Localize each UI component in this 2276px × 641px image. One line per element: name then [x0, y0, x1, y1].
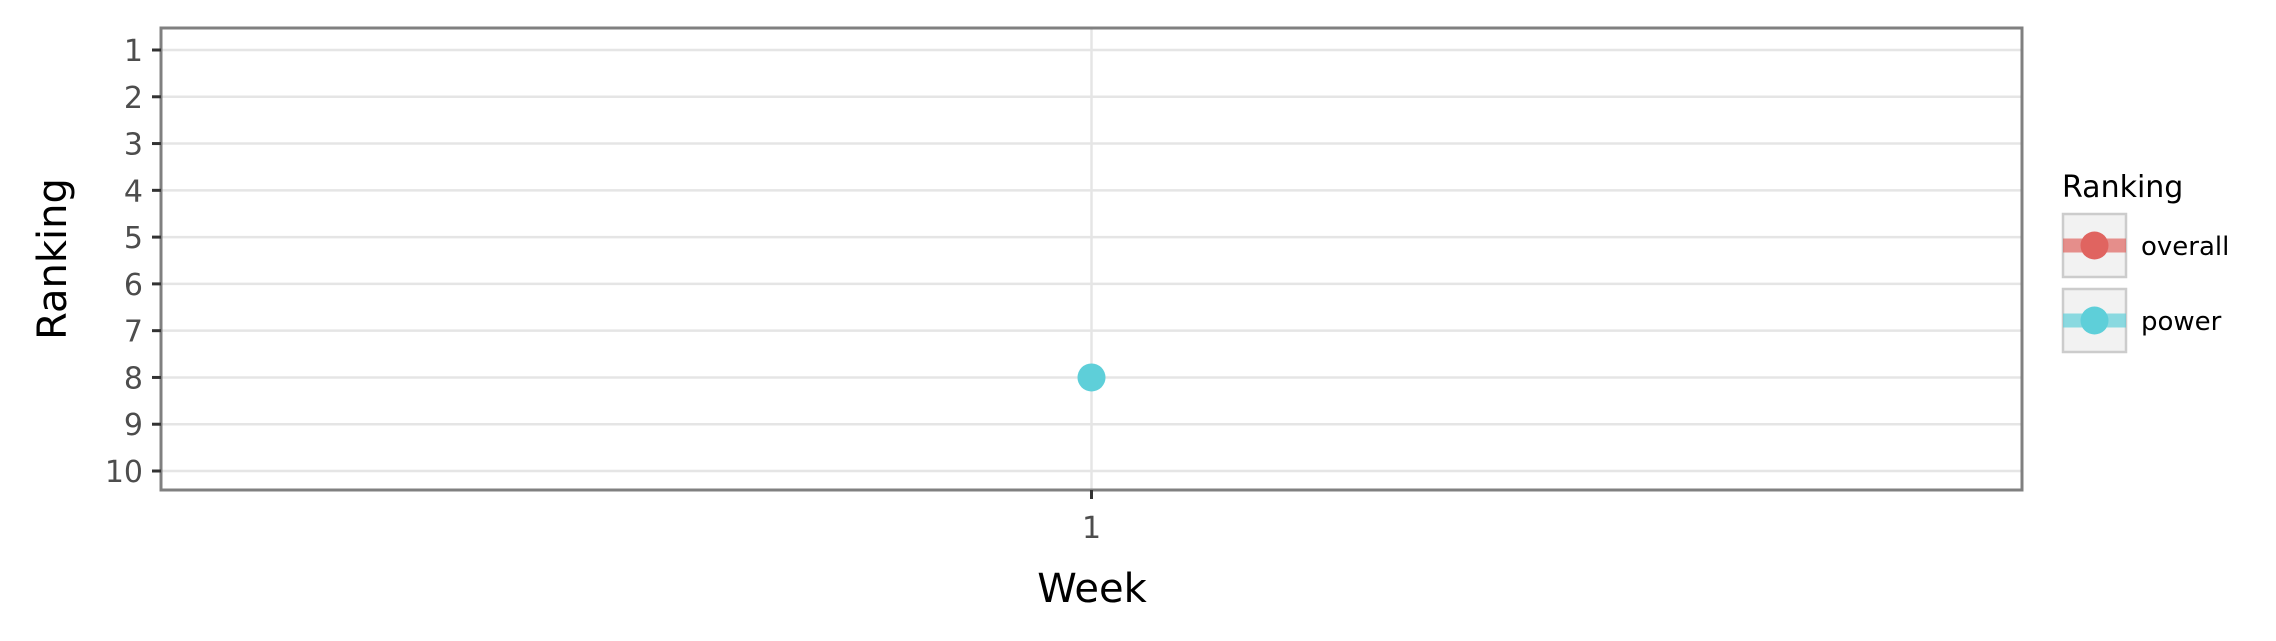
y-tick-label: 6	[124, 268, 143, 303]
legend-key-point	[2080, 231, 2109, 260]
x-axis-title: Week	[1037, 566, 1147, 612]
y-tick-label: 1	[124, 34, 143, 69]
y-tick-label: 9	[124, 408, 143, 443]
y-axis-ticks: 1 2 3 4 5 6 7 8 9 10	[105, 34, 161, 490]
legend-label-overall: overall	[2141, 232, 2229, 262]
x-tick-label: 1	[1082, 511, 1101, 546]
y-tick-label: 4	[124, 174, 143, 209]
data-point-power	[1077, 363, 1106, 392]
grid-lines	[161, 28, 2022, 490]
y-axis-title: Ranking	[30, 178, 76, 340]
legend-label-power: power	[2141, 307, 2222, 337]
legend: Ranking overall power	[2061, 170, 2229, 354]
y-tick-label: 5	[124, 221, 143, 256]
legend-key-point	[2080, 306, 2109, 335]
legend-title: Ranking	[2062, 170, 2183, 205]
y-tick-label: 3	[124, 128, 143, 163]
y-tick-label: 10	[105, 455, 143, 490]
y-tick-label: 7	[124, 315, 143, 350]
x-axis-ticks: 1	[1082, 490, 1101, 546]
y-tick-label: 2	[124, 81, 143, 116]
y-tick-label: 8	[124, 361, 143, 396]
series-marks	[1077, 363, 1106, 392]
